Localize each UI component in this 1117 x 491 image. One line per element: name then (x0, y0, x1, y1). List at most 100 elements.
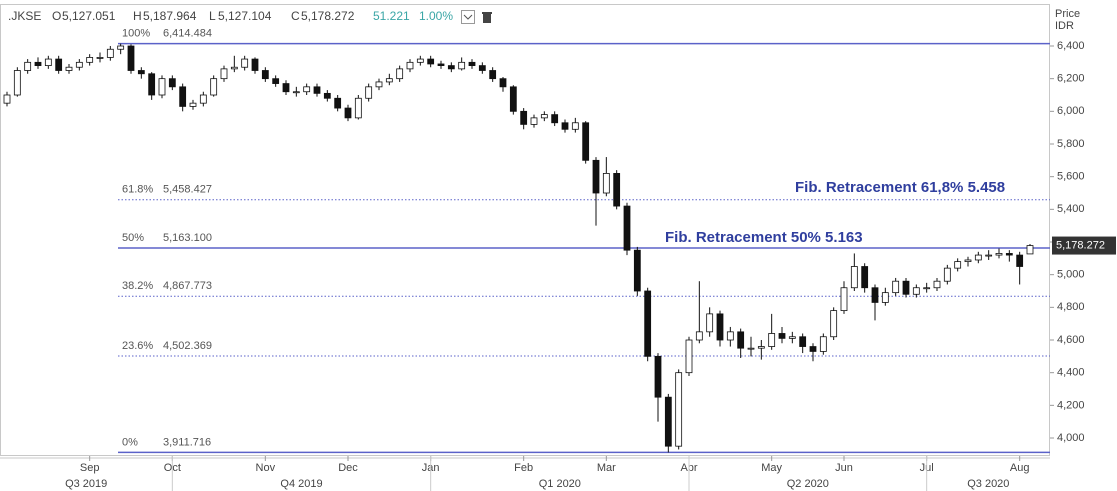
candle-body (334, 97, 342, 109)
candle-body (520, 110, 528, 125)
candle-body (788, 336, 796, 339)
candle-body (799, 336, 807, 347)
candle-body (427, 58, 435, 65)
candle-body (148, 73, 156, 96)
x-tick-label: Jun (835, 462, 853, 474)
candle-body (478, 65, 486, 71)
close-label: C (291, 9, 300, 23)
candle-body (323, 92, 331, 99)
trash-body (483, 14, 491, 23)
dropdown-arrow (463, 14, 473, 20)
fib-ratio: 38.2% (122, 280, 153, 292)
open-label: O (52, 9, 61, 23)
candle-body (55, 58, 63, 71)
y-tick-label: 6,200 (1057, 73, 1085, 85)
candle-body (540, 114, 548, 119)
candle-body (354, 97, 362, 119)
y-tick-label: 6,000 (1057, 105, 1085, 117)
open-value: 5,127.051 (62, 9, 116, 23)
candle-body (737, 331, 745, 349)
candle-body (954, 261, 962, 269)
quarter-label: Q3 2019 (65, 478, 107, 490)
fib-ratio: 61.8% (122, 184, 153, 196)
candle-body (365, 86, 373, 99)
y-tick-label: 4,000 (1057, 432, 1085, 444)
fib-ratio: 23.6% (122, 340, 153, 352)
candle-body (272, 78, 280, 84)
candle-body (251, 58, 259, 71)
annotation: Fib. Retracement 61,8% 5.458 (795, 179, 1005, 196)
candle-body (664, 396, 672, 447)
annotation: Fib. Retracement 50% 5.163 (665, 229, 863, 246)
dropdown-button[interactable] (461, 10, 475, 24)
candle-body (757, 346, 765, 349)
high-value: 5,187.964 (143, 9, 197, 23)
symbol: .JKSE (8, 9, 41, 23)
dropdown-box[interactable] (461, 10, 475, 24)
low-label: L (209, 9, 216, 23)
candle-body (582, 122, 590, 161)
y-tick-label: 4,800 (1057, 301, 1085, 313)
candle-body (747, 347, 755, 350)
candle-body (613, 173, 621, 207)
candle-body (602, 173, 610, 194)
x-tick-label: Feb (514, 462, 533, 474)
candle-body (892, 280, 900, 294)
candle-body (385, 78, 393, 83)
candle-body (861, 266, 869, 289)
y-tick-label: 6,400 (1057, 40, 1085, 52)
candle-body (65, 66, 73, 71)
fib-value: 5,458.427 (163, 184, 212, 196)
trash-lid (482, 12, 492, 14)
candle-body (706, 313, 714, 333)
x-tick-label: Dec (338, 462, 358, 474)
candle-body (313, 86, 321, 94)
candle-body (75, 61, 83, 68)
quarter-label: Q1 2020 (539, 478, 581, 490)
y-axis-title: Price (1055, 8, 1080, 20)
candle-body (768, 333, 776, 347)
candle-body (943, 267, 951, 282)
candle-body (406, 61, 414, 70)
last-price-label: 5,178.272 (1056, 239, 1105, 251)
candle-body (179, 86, 187, 107)
candle-body (871, 287, 879, 303)
candle-body (995, 253, 1003, 256)
x-tick-label: May (761, 462, 782, 474)
candle-body (902, 280, 910, 295)
y-tick-label: 5,600 (1057, 171, 1085, 183)
fib-ratio: 0% (122, 436, 138, 448)
x-tick-label: Aug (1010, 462, 1030, 474)
candle-body (1005, 253, 1013, 256)
candle-body (468, 61, 476, 66)
candle-body (499, 78, 507, 88)
last-price-tag (1052, 236, 1116, 255)
candle-body (654, 355, 662, 398)
candle-body (3, 94, 11, 104)
candle-body (375, 81, 383, 88)
change-pct: 1.00% (419, 9, 453, 23)
candle-body (1016, 254, 1024, 267)
fib-value: 3,911.716 (163, 436, 211, 448)
change: 51.221 (373, 9, 410, 23)
candle-body (933, 280, 941, 289)
delete-button[interactable] (482, 12, 492, 23)
candle-body (106, 48, 114, 58)
quarter-label: Q2 2020 (787, 478, 829, 490)
candle-body (396, 68, 404, 80)
y-tick-label: 4,600 (1057, 334, 1085, 346)
fib-ratio: 50% (122, 232, 144, 244)
candle-body (881, 292, 889, 303)
y-tick-label: 5,800 (1057, 138, 1085, 150)
fib-value: 4,867.773 (163, 280, 212, 292)
candle-body (819, 336, 827, 352)
candle-body (447, 65, 455, 70)
candle-body (24, 61, 32, 71)
candle-body (675, 372, 683, 447)
candle-body (86, 57, 94, 63)
candle-body (303, 86, 311, 93)
x-tick-label: Mar (597, 462, 616, 474)
candle-body (282, 83, 290, 93)
candle-body (292, 91, 300, 94)
